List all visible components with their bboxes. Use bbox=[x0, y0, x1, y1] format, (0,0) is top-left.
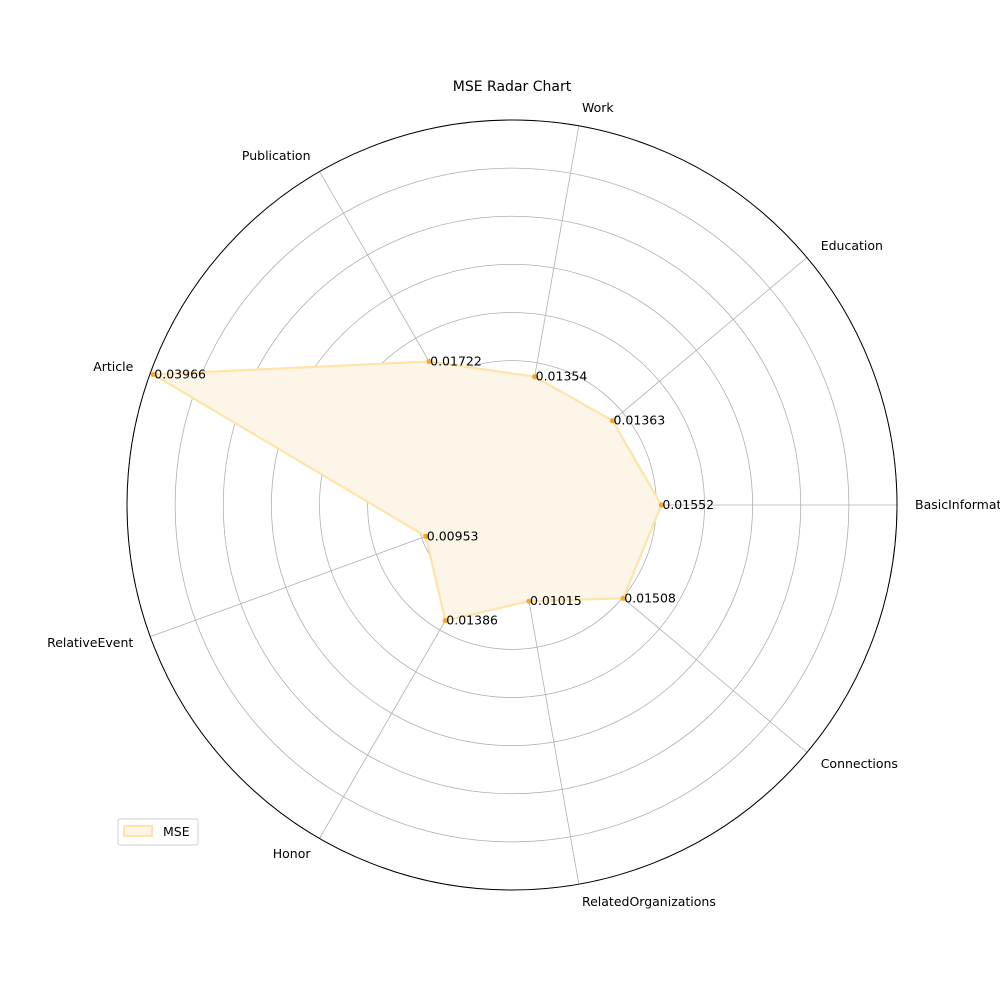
category-label: BasicInformation bbox=[915, 497, 1000, 512]
outer-frame bbox=[126, 119, 898, 891]
data-label: 0.01508 bbox=[624, 590, 676, 605]
data-label: 0.00953 bbox=[427, 528, 479, 543]
data-point bbox=[442, 617, 448, 624]
data-label: 0.01363 bbox=[613, 413, 665, 428]
data-point bbox=[620, 595, 626, 601]
data-point bbox=[150, 371, 156, 378]
data-label: 0.01722 bbox=[430, 353, 482, 368]
chart-title: MSE Radar Chart bbox=[453, 79, 572, 95]
data-point bbox=[426, 358, 432, 365]
data-label: 0.03966 bbox=[154, 366, 206, 381]
category-label: Publication bbox=[242, 148, 311, 163]
label-layer: BasicInformation Education Work Publication… bbox=[47, 100, 1000, 909]
data-point bbox=[423, 533, 429, 539]
category-label: RelativeEvent bbox=[47, 635, 133, 650]
data-point bbox=[658, 502, 664, 508]
data-label: 0.01354 bbox=[536, 369, 588, 384]
legend-swatch bbox=[123, 825, 153, 837]
category-label: Work bbox=[582, 100, 614, 115]
data-point bbox=[526, 598, 532, 604]
series-area bbox=[152, 360, 663, 622]
category-label: RelatedOrganizations bbox=[582, 894, 716, 909]
legend: MSE bbox=[117, 818, 199, 846]
data-label: 0.01015 bbox=[530, 593, 582, 608]
category-label: Honor bbox=[273, 846, 312, 861]
data-point bbox=[609, 418, 616, 424]
data-point bbox=[532, 374, 538, 380]
data-label: 0.01386 bbox=[446, 613, 498, 628]
category-label: Connections bbox=[821, 756, 898, 771]
category-label: Education bbox=[821, 238, 883, 253]
category-label: Article bbox=[93, 359, 133, 374]
data-label: 0.01552 bbox=[662, 497, 714, 512]
legend-label: MSE bbox=[163, 824, 190, 839]
series-layer bbox=[150, 358, 664, 624]
